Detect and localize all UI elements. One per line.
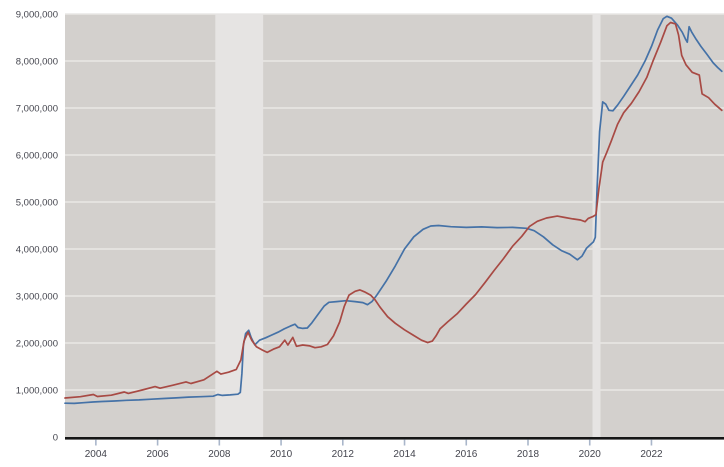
x-axis-tick-marks	[95, 439, 653, 446]
x-tick-label: 2004	[85, 449, 108, 460]
y-tick-label: 5,000,000	[16, 198, 58, 209]
x-tick-label: 2006	[146, 449, 169, 460]
y-tick-label: 1,000,000	[16, 386, 58, 397]
x-tick-label: 2014	[393, 449, 416, 460]
y-tick-label: 3,000,000	[16, 292, 58, 303]
series-line-blue-series	[64, 15, 723, 405]
y-tick-label: 8,000,000	[16, 57, 58, 68]
recession-band	[215, 14, 264, 437]
plot-area	[65, 14, 724, 437]
x-tick-label: 2018	[517, 449, 540, 460]
x-tick-label: 2010	[270, 449, 293, 460]
x-axis-tick-labels: 2004 2006 2008 2010 2012 2014 2016 2018 2020 2022	[85, 449, 663, 460]
y-tick-label: 9,000,000	[16, 10, 58, 21]
x-tick-label: 2008	[208, 449, 231, 460]
y-axis-tick-labels: 0 1,000,000 2,000,000 3,000,000 4,000,000 5,0…	[16, 10, 58, 444]
x-tick-label: 2020	[579, 449, 602, 460]
plot-background	[65, 14, 724, 437]
gridlines	[65, 13, 724, 391]
x-tick-label: 2012	[332, 449, 355, 460]
y-tick-label: 4,000,000	[16, 245, 58, 256]
y-tick-label: 2,000,000	[16, 339, 58, 350]
y-tick-label: 7,000,000	[16, 104, 58, 115]
y-tick-label: 0	[53, 433, 58, 444]
x-tick-label: 2022	[640, 449, 663, 460]
x-axis-line	[65, 437, 724, 440]
data-series-lines	[64, 15, 723, 405]
x-tick-label: 2016	[455, 449, 478, 460]
series-line-red-series	[64, 21, 723, 399]
y-tick-label: 6,000,000	[16, 151, 58, 162]
x-axis	[65, 437, 724, 440]
